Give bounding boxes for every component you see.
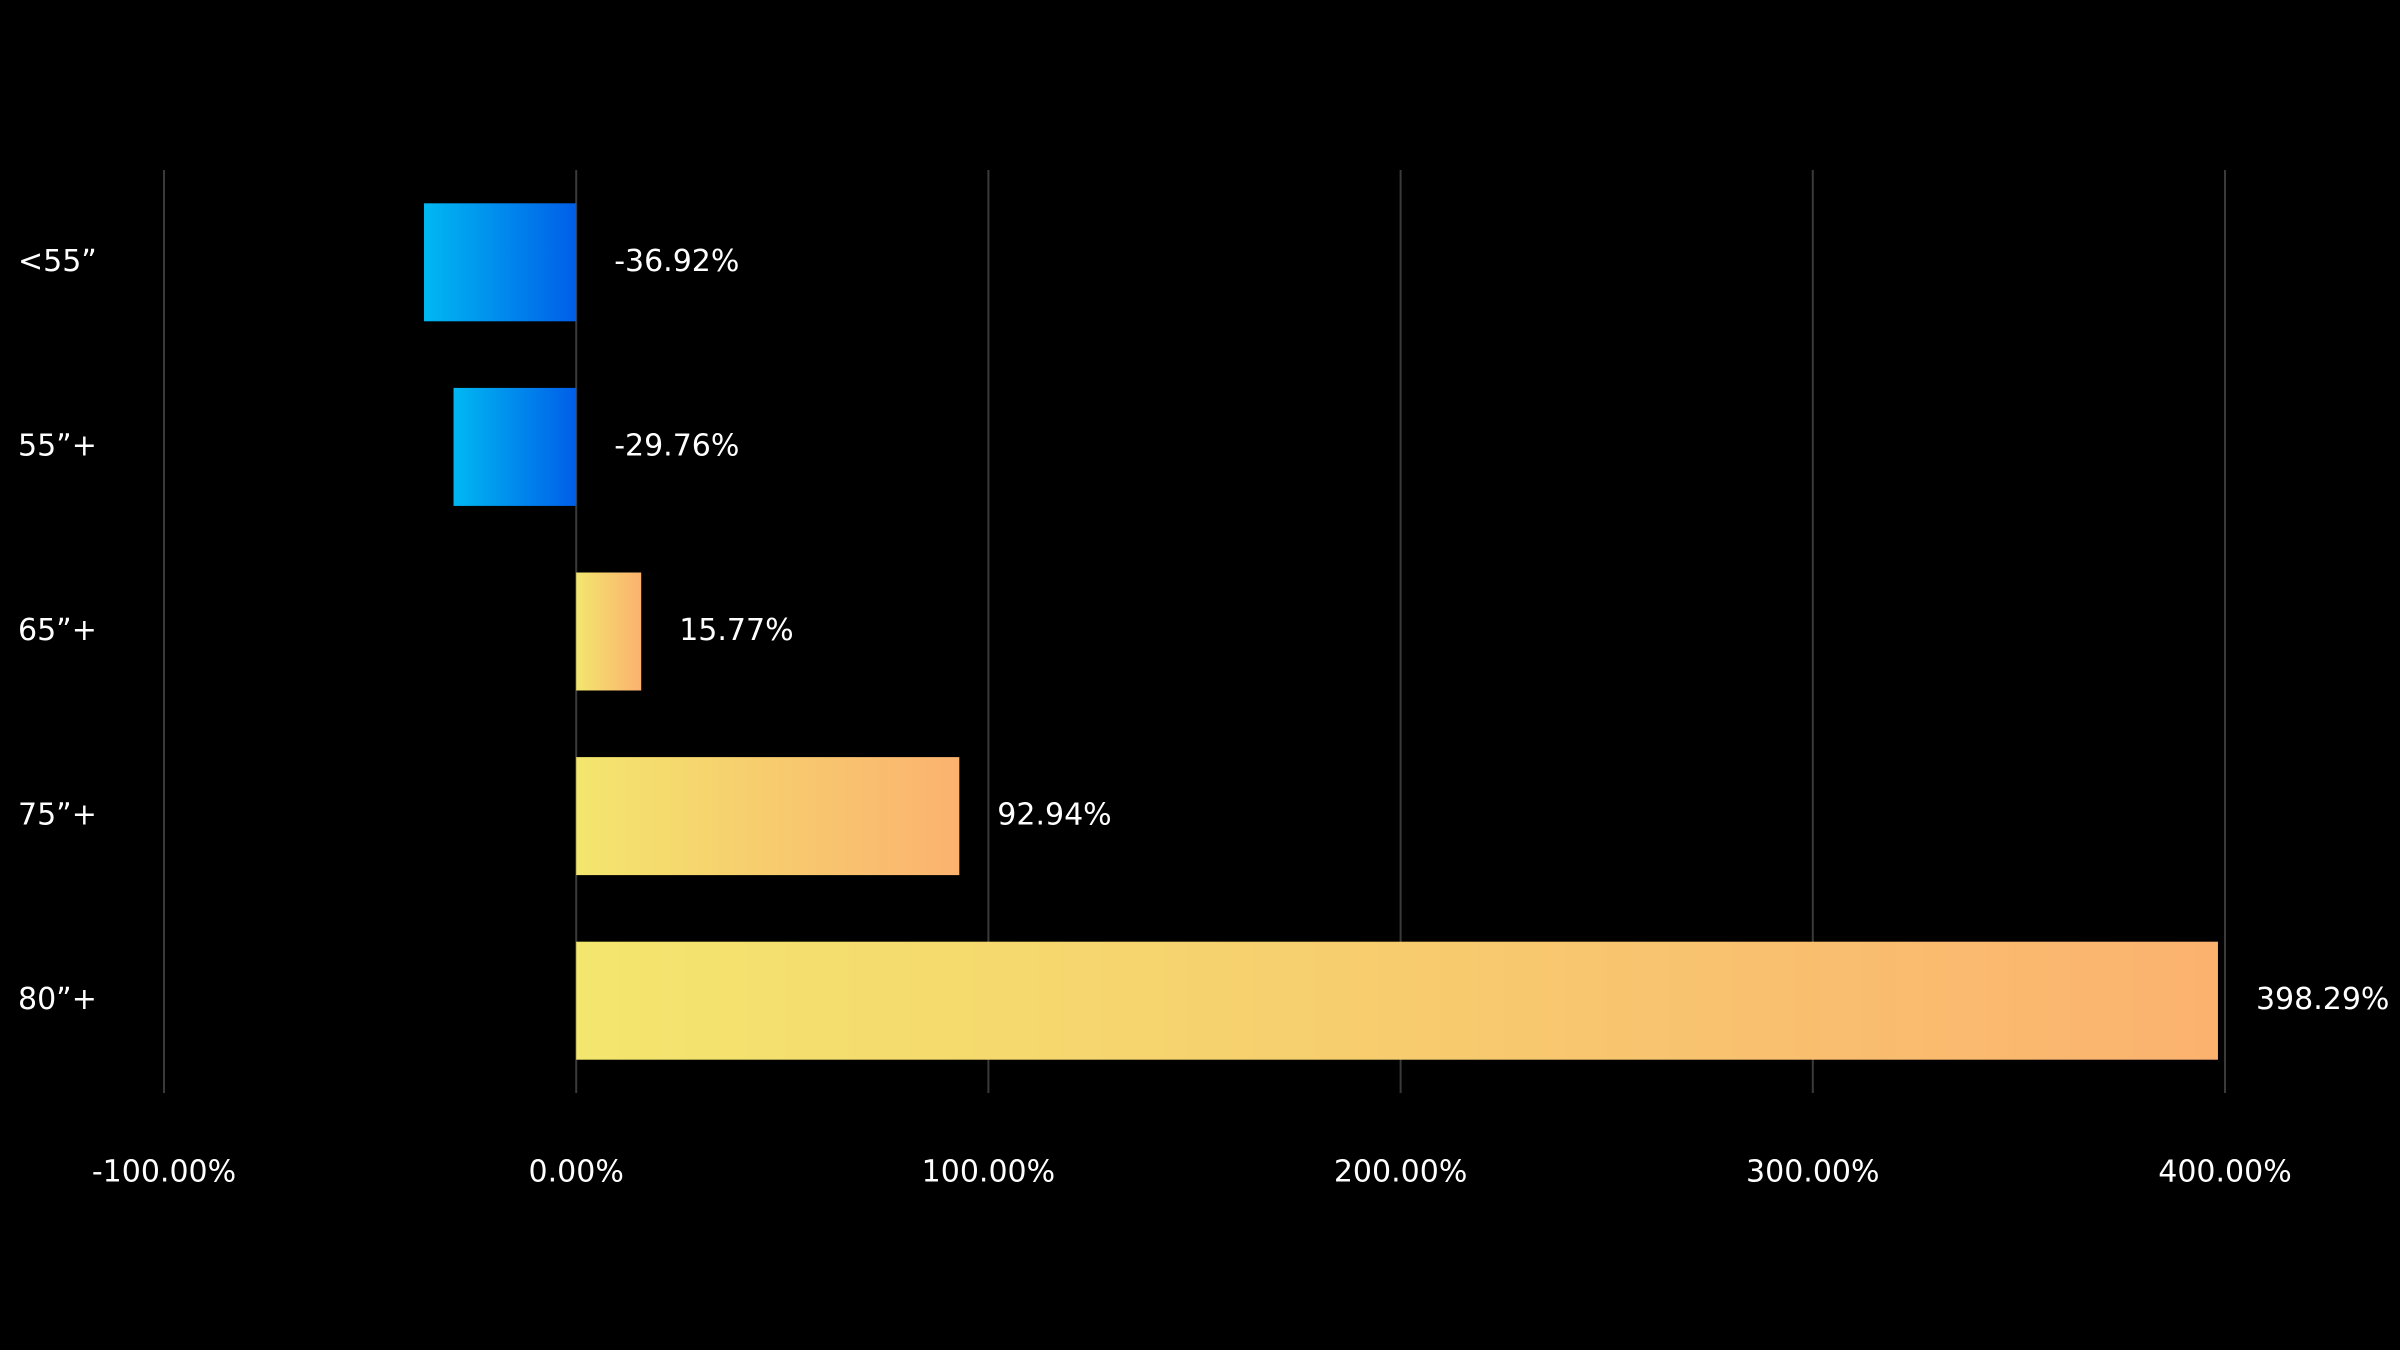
y-tick-label: <55” <box>18 244 97 279</box>
x-tick-label: 0.00% <box>529 1155 624 1190</box>
y-tick-label: 75”+ <box>18 798 97 833</box>
bar <box>576 941 2218 1060</box>
y-tick-label: 55”+ <box>18 428 97 463</box>
value-label: 398.29% <box>2256 982 2389 1017</box>
x-tick-label: -100.00% <box>92 1155 236 1190</box>
y-tick-label: 65”+ <box>18 613 97 648</box>
bar <box>424 203 577 322</box>
value-label: 15.77% <box>679 613 793 648</box>
x-tick-label: 400.00% <box>2158 1155 2291 1190</box>
bar <box>453 387 577 506</box>
value-label: 92.94% <box>997 798 1111 833</box>
x-tick-label: 200.00% <box>1334 1155 1467 1190</box>
y-tick-label: 80”+ <box>18 982 97 1017</box>
x-tick-label: 300.00% <box>1746 1155 1879 1190</box>
x-tick-label: 100.00% <box>922 1155 1055 1190</box>
value-label: -36.92% <box>614 244 739 279</box>
bar <box>576 757 960 876</box>
value-label: -29.76% <box>614 428 739 463</box>
bar <box>576 572 642 691</box>
